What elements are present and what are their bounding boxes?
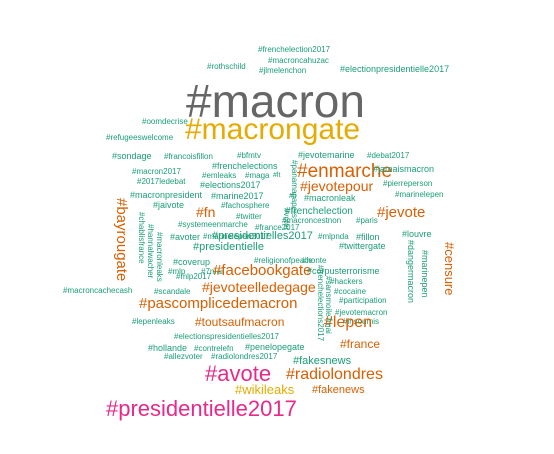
word: #twittergate [339, 241, 386, 251]
word-vertical: #macronleaks [155, 232, 164, 282]
word: #elections2017 [200, 180, 261, 190]
word: #lepen [324, 314, 373, 331]
word: #macroncachecash [63, 286, 133, 295]
word-vertical: #voter [282, 208, 291, 231]
word: #hackers [330, 277, 363, 286]
word: #lepenleaks [132, 317, 175, 326]
word-vertical: #marinepen [420, 250, 430, 298]
word: #pascomplicedemacron [139, 295, 298, 312]
word: #wikileaks [235, 382, 295, 397]
word: #insoumis [343, 317, 380, 326]
word: #hollande [148, 343, 188, 353]
word: #frenchelection [285, 206, 353, 217]
word: #refugeeswelcome [106, 133, 174, 142]
word: #louvre [402, 229, 432, 239]
word: #twitter [236, 212, 262, 221]
word: #cocaine [334, 287, 367, 296]
word: #frenchelections [212, 161, 278, 171]
word: #macroncahuzac [268, 56, 329, 65]
word-vertical: #frenchelections2017 [316, 265, 325, 342]
word: #contrelefn [194, 344, 234, 353]
word: #corpusterrorisme [307, 266, 380, 276]
word: #coverup [173, 257, 211, 267]
word: #radiolondres2017 [211, 352, 278, 361]
word: #penelopegate [245, 342, 305, 352]
word: #emleaks [202, 171, 237, 180]
word: #fakenews [312, 384, 365, 396]
word-vertical: #dangermacron [406, 240, 416, 304]
word: #rothschild [207, 62, 246, 71]
word: #bfmtv [237, 151, 262, 160]
word-vertical: #bayrougate [113, 198, 130, 282]
word: #radiolondres [286, 366, 383, 383]
word: #macron2017 [132, 167, 181, 176]
word: #fi [289, 193, 297, 200]
word: #oomdecrise [142, 117, 188, 126]
word: #jevotemacron [335, 308, 388, 317]
word: #france [340, 337, 381, 351]
word: #enmarche [297, 161, 393, 182]
word: #frenchelection2017 [258, 45, 331, 54]
word: #presidentielle2017 [106, 396, 297, 421]
word: #presidentielles2017 [212, 230, 313, 242]
word: #allezvoter [164, 352, 203, 361]
word: #france2017 [255, 223, 300, 232]
word: #participation [339, 296, 387, 305]
word: #fakesnews [293, 355, 352, 367]
word: #scandale [154, 287, 191, 296]
word: #debat2017 [367, 151, 410, 160]
word: #jaivote [153, 200, 185, 210]
word: #religionofpeace [254, 256, 313, 265]
word: #systemeenmarche [178, 220, 248, 229]
word: #macron [186, 75, 365, 127]
word-vertical: #chablisfrance [137, 212, 146, 264]
word: #marinelepen [395, 190, 444, 199]
word: #avoter [170, 232, 201, 242]
word: #pierreperson [383, 179, 433, 188]
word: #7mai [201, 267, 223, 276]
word: #toutsaufmacron [195, 315, 285, 329]
word-vertical: #sansmoile7mai [324, 276, 333, 334]
word: #macronleak [304, 193, 356, 203]
word: #jevote [377, 204, 426, 221]
word: #mlp2017 [176, 272, 212, 281]
word: #sondage [112, 151, 152, 161]
word: #facebookgate [213, 262, 312, 279]
word: #macroncestnon [282, 216, 342, 225]
word: #maga [245, 171, 270, 180]
word: #jamaismacron [373, 164, 435, 174]
word: #macrongate [185, 113, 361, 146]
word: #mlp [168, 267, 186, 276]
word: #electionspresidentielles2017 [174, 332, 279, 341]
word: #jevotepour [300, 178, 374, 194]
word: #marinelepen2017 [203, 232, 270, 241]
word: #2017ledebat [137, 177, 186, 186]
word: #jlmelenchon [259, 66, 307, 75]
word: #lt [273, 172, 281, 179]
word: #marine2017 [211, 191, 264, 201]
word: #jevoteelledegage [202, 279, 316, 295]
word: #fn [196, 204, 216, 220]
word: #macronpresident [130, 190, 203, 200]
word: #avote [205, 361, 272, 386]
word: #mlpnda [318, 232, 349, 241]
word-vertical: #censure [442, 242, 457, 296]
word: #jevotemarine [298, 150, 355, 160]
word: #fillon [356, 232, 380, 242]
word: #fachosphere [221, 201, 270, 210]
word-vertical: #hannalwacher [146, 224, 155, 279]
word: #presidentielle [193, 241, 264, 253]
word: #paris [356, 216, 378, 225]
word: #honte [302, 256, 327, 265]
word-vertical: #panamapapers [290, 160, 299, 218]
word: #francoisfillon [164, 152, 213, 161]
word: #electionpresidentielle2017 [340, 64, 450, 74]
